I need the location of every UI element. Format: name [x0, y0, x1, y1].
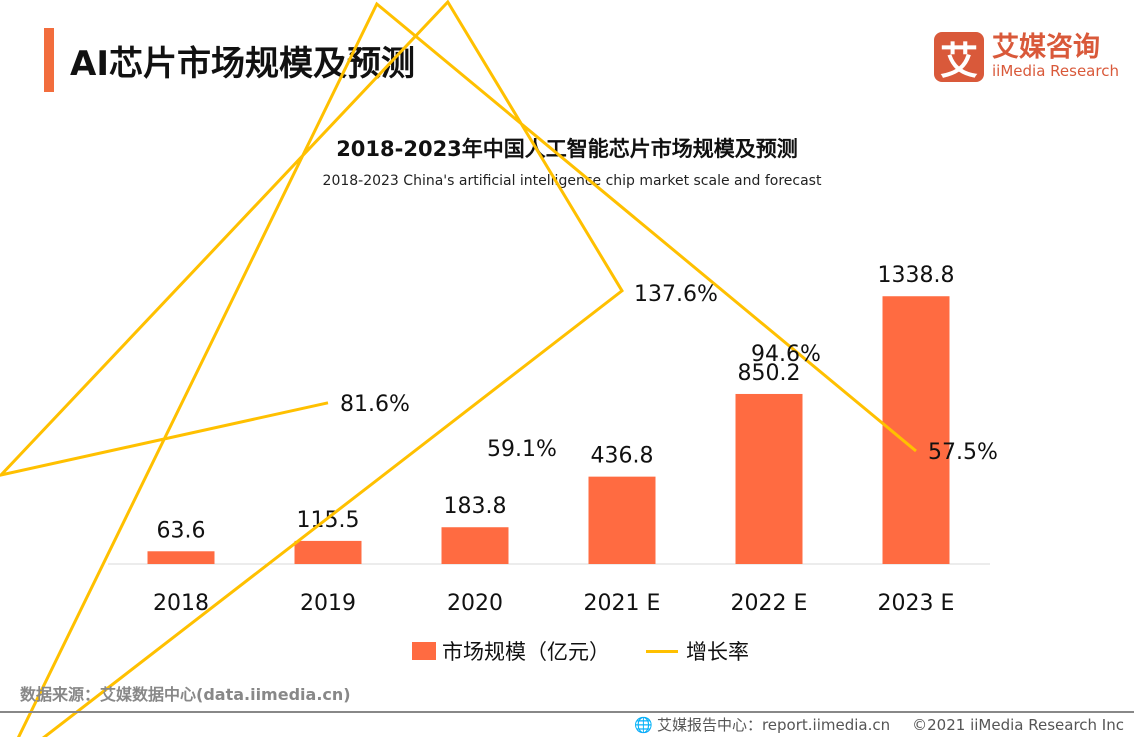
page-title: AI芯片市场规模及预测 [70, 44, 415, 84]
x-tick-label: 2022 E [731, 591, 808, 616]
bar [294, 540, 362, 564]
logo-en: iiMedia Research [992, 62, 1119, 80]
line-label: 57.5% [928, 440, 998, 465]
bar [588, 476, 656, 564]
bar [147, 551, 215, 564]
x-tick-label: 2021 E [584, 591, 661, 616]
legend-bar-label: 市场规模（亿元） [442, 640, 610, 664]
bar-label: 1338.8 [878, 263, 955, 288]
bar-label: 436.8 [591, 444, 654, 469]
line-label: 94.6% [751, 342, 821, 367]
logo-cn: 艾媒咨询 [992, 32, 1100, 63]
chart-subtitle: 2018-2023 China's artificial intelligenc… [322, 173, 822, 189]
x-tick-label: 2018 [153, 591, 209, 616]
legend-line-swatch [646, 649, 678, 653]
data-source: 数据来源：艾媒数据中心(data.iimedia.cn) [20, 685, 351, 704]
growth-line [0, 0, 917, 737]
x-tick-label: 2019 [300, 591, 356, 616]
line-label: 59.1% [487, 437, 557, 462]
x-tick-label: 2020 [447, 591, 503, 616]
line-label: 137.6% [634, 282, 718, 307]
bar [735, 393, 803, 564]
line-label: 81.6% [340, 392, 410, 417]
chart-title: 2018-2023年中国人工智能芯片市场规模及预测 [336, 137, 798, 161]
globe-icon: 🌐 [634, 715, 653, 734]
bar-label: 63.6 [157, 518, 206, 543]
bar [441, 527, 509, 564]
bar [882, 296, 950, 564]
legend-line-label: 增长率 [686, 640, 749, 664]
footer: 🌐 艾媒报告中心：report.iimedia.cn ©2021 iiMedia… [634, 714, 1124, 735]
footer-divider [0, 711, 1134, 713]
title-accent-bar [44, 28, 54, 92]
copyright: ©2021 iiMedia Research Inc [912, 715, 1124, 734]
bar-label: 183.8 [444, 494, 507, 519]
bar-label: 115.5 [297, 508, 360, 533]
bar-label: 850.2 [738, 361, 801, 386]
logo: 艾 艾媒咨询 iiMedia Research [934, 32, 1119, 83]
x-tick-label: 2023 E [878, 591, 955, 616]
logo-mark: 艾 [934, 32, 984, 83]
legend-bar-swatch [412, 642, 436, 660]
report-link[interactable]: 艾媒报告中心：report.iimedia.cn [656, 716, 891, 734]
legend: 市场规模（亿元） 增长率 [412, 636, 749, 666]
